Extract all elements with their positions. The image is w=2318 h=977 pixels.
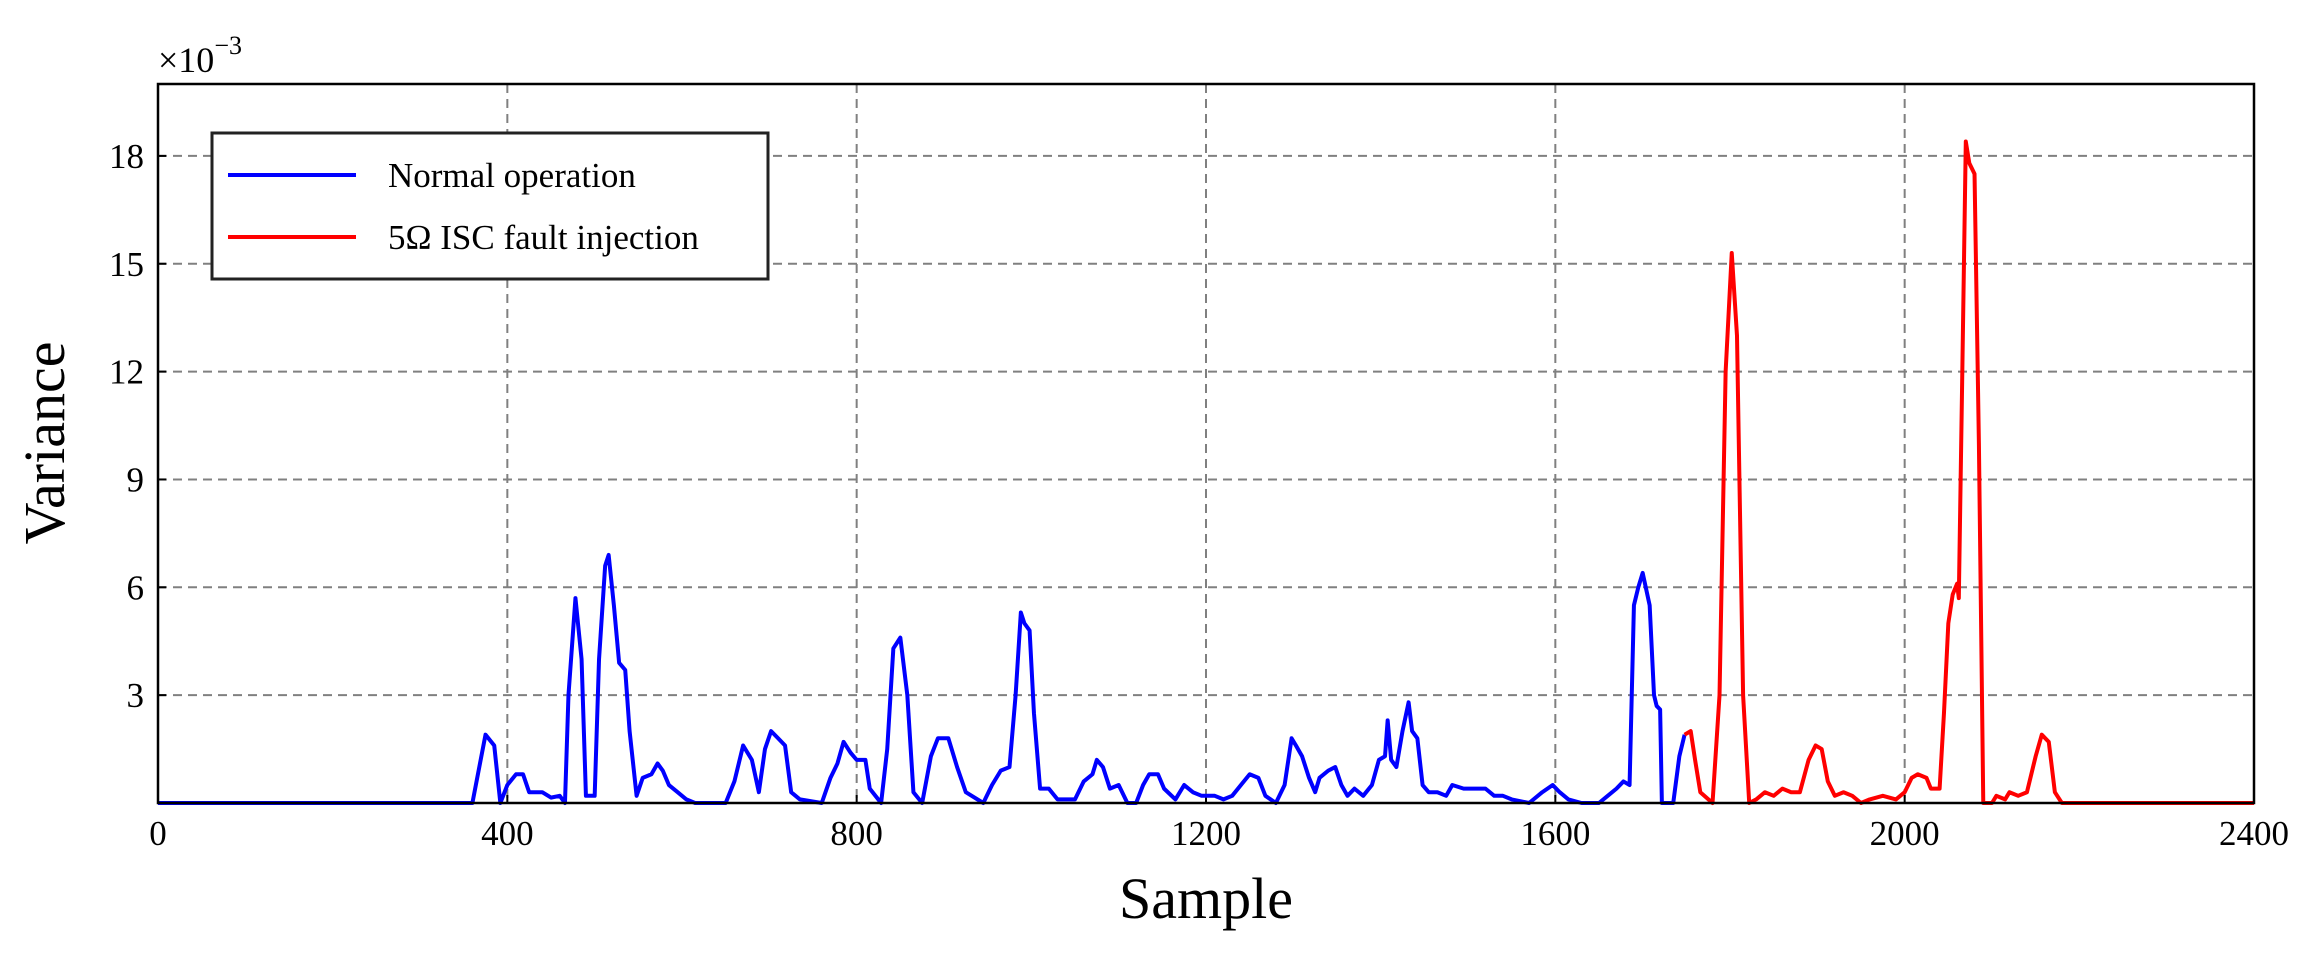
y-tick-label: 6 bbox=[127, 568, 145, 607]
legend-label: 5Ω ISC fault injection bbox=[388, 218, 699, 257]
y-axis-label: Variance bbox=[12, 342, 77, 545]
plot-frame bbox=[156, 82, 2256, 805]
y-tick-label: 3 bbox=[127, 676, 145, 715]
y-tick-label: 9 bbox=[127, 460, 145, 499]
x-tick-label: 1200 bbox=[1171, 814, 1241, 853]
y-tick-label: 12 bbox=[109, 353, 144, 392]
y-tick-label: 18 bbox=[109, 137, 144, 176]
x-axis-label: Sample bbox=[1119, 866, 1293, 931]
series-line bbox=[158, 552, 1687, 805]
x-tick-label: 800 bbox=[830, 814, 883, 853]
y-scale-base: ×10 bbox=[158, 40, 214, 80]
x-tick-label: 0 bbox=[149, 814, 167, 853]
x-tick-label: 1600 bbox=[1520, 814, 1590, 853]
series-line bbox=[1683, 139, 2254, 805]
y-tick-label: 15 bbox=[109, 245, 144, 284]
x-tick-label: 2000 bbox=[1870, 814, 1940, 853]
legend-label: Normal operation bbox=[388, 156, 636, 195]
x-tick-label: 400 bbox=[481, 814, 534, 853]
y-scale-exponent: −3 bbox=[214, 31, 242, 60]
y-scale-label: ×10−3 bbox=[158, 31, 242, 80]
x-tick-label: 2400 bbox=[2219, 814, 2289, 853]
legend-box bbox=[210, 131, 770, 281]
